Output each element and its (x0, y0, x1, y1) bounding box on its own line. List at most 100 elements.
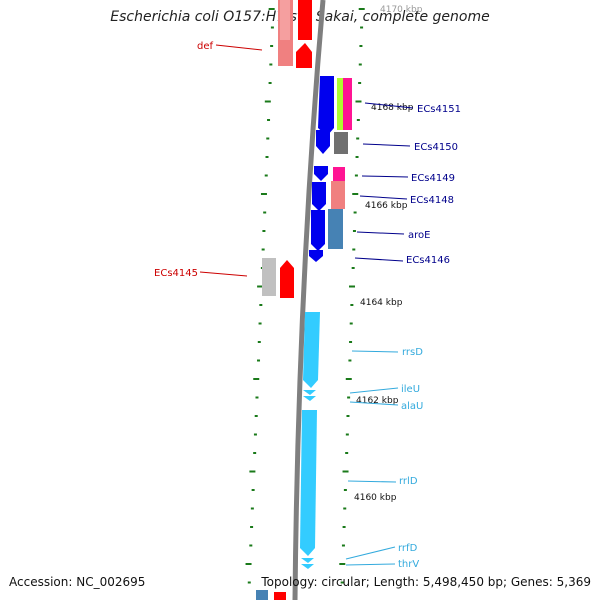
tick-mark (342, 470, 349, 473)
tick-mark (270, 26, 274, 29)
gene-dark-grey (334, 132, 348, 154)
tick-mark (250, 526, 254, 528)
tick-mark (345, 433, 349, 436)
tick-mark (352, 230, 356, 232)
gene-steel-blue (328, 209, 343, 249)
tick-mark (347, 396, 351, 399)
tick-mark (356, 137, 360, 140)
gene-red-left (280, 260, 294, 298)
leader-lines (199, 44, 414, 566)
tick-mark (254, 415, 258, 417)
gene-red-top (298, 0, 312, 40)
tick-mark (352, 248, 356, 251)
gene-arob-cds (311, 210, 325, 251)
tick-mark (269, 63, 273, 66)
tick-mark (345, 378, 352, 380)
tick-mark (358, 82, 362, 84)
tick-mark (257, 359, 261, 362)
label-ecs4145: ECs4145 (154, 268, 198, 279)
tick-mark (265, 156, 269, 158)
gene-group-ecs4145 (262, 258, 294, 298)
gene-ecs4150-cds (316, 130, 330, 154)
gene-red-top-arrow (296, 43, 312, 68)
tick-mark (343, 489, 347, 491)
tick-mark (261, 248, 265, 251)
leader-rrfd (345, 546, 396, 560)
leader-ileu (349, 387, 399, 394)
leader-rrld (347, 480, 397, 483)
tick-mark (341, 544, 345, 547)
gene-group-bottom (256, 590, 286, 600)
tick-mark (253, 452, 257, 454)
tick-mark (258, 322, 262, 325)
leader-rrsd (351, 350, 399, 353)
tick-mark (342, 526, 346, 528)
rna-group (300, 312, 320, 569)
label-ecs4149: ECs4149 (411, 173, 455, 184)
topology-text: Topology: circular; Length: 5,498,450 bp… (261, 575, 591, 589)
tick-mark (358, 63, 362, 66)
label-thrv: thrV (398, 559, 419, 570)
tick-mark (247, 581, 251, 584)
gene-ecs4151-cds (318, 76, 334, 136)
tick-mark (354, 174, 358, 177)
tick-mark (257, 285, 264, 288)
cds-group-right (309, 76, 352, 262)
leader-ecs4146 (354, 257, 404, 262)
scale-label-4170: 4170 kbp (380, 5, 423, 15)
label-ecs4151: ECs4151 (417, 104, 461, 115)
tick-mark (358, 8, 365, 10)
gene-steel-bottom (256, 590, 268, 600)
scale-label-4168: 4168 kbp (371, 103, 414, 113)
gene-labels: def ECs4145 ECs4151 ECs4150 ECs4149 ECs4… (154, 41, 461, 570)
tick-mark (349, 285, 356, 288)
gene-ileu (303, 390, 316, 395)
gene-rrld (300, 410, 317, 556)
leader-def (215, 44, 263, 51)
gene-pink-2 (331, 181, 345, 209)
leader-arob (356, 231, 405, 235)
tick-mark (266, 137, 270, 140)
tick-mark (359, 45, 363, 47)
tick-mark (260, 193, 267, 195)
tick-mark (255, 396, 259, 399)
tick-mark (343, 507, 347, 510)
label-def: def (197, 41, 214, 52)
leader-alau (349, 401, 399, 406)
gene-thrv (301, 564, 314, 569)
tick-mark (352, 193, 359, 195)
tick-mark (264, 100, 271, 103)
gene-ecs4148-cds (312, 182, 326, 211)
gene-magenta (343, 78, 352, 130)
label-ileu: ileU (401, 384, 420, 395)
leader-ecs4151 (364, 102, 414, 109)
tick-mark (263, 211, 267, 214)
scale-label-4162: 4162 kbp (356, 396, 399, 406)
gene-pink-top-light (280, 0, 290, 40)
tick-mark (257, 341, 261, 343)
label-ecs4146: ECs4146 (406, 255, 450, 266)
leader-ecs4149 (361, 175, 409, 178)
gene-group-def (278, 0, 312, 68)
genome-backbone (292, 0, 326, 600)
label-rrsd: rrsD (402, 347, 423, 358)
label-ecs4150: ECs4150 (414, 142, 458, 153)
label-rrld: rrlD (399, 476, 418, 487)
gene-ecs4149-cds (314, 166, 328, 181)
label-alau: alaU (401, 401, 423, 412)
tick-mark (353, 211, 357, 214)
gene-rrfd (301, 558, 314, 563)
tick-mark (349, 341, 353, 343)
scale-labels: 4170 kbp 4168 kbp 4166 kbp 4164 kbp 4162… (354, 5, 423, 503)
gene-lime (337, 78, 343, 130)
tick-mark (339, 563, 346, 565)
scale-label-4164: 4164 kbp (360, 298, 403, 308)
tick-mark (251, 489, 255, 491)
tick-mark (355, 100, 362, 103)
gene-rrsd (303, 312, 320, 388)
tick-mark (340, 581, 344, 584)
tick-mark (350, 304, 354, 306)
tick-mark (253, 378, 260, 380)
tick-mark (262, 230, 266, 232)
